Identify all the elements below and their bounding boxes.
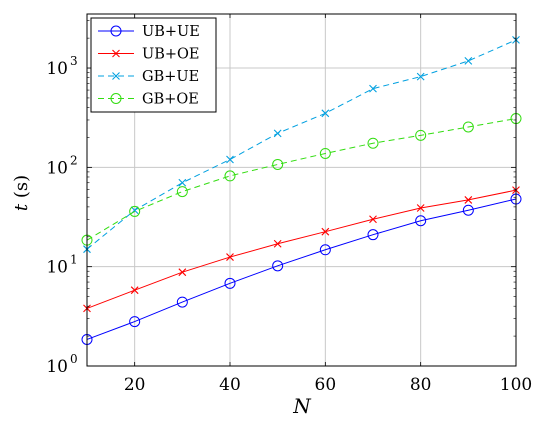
data-point bbox=[224, 170, 236, 182]
y-tick-exponent: 0 bbox=[70, 352, 78, 366]
x-tick-label: 40 bbox=[219, 375, 241, 395]
legend-label: GB+OE bbox=[142, 92, 199, 108]
y-tick-label: 10 bbox=[46, 357, 68, 377]
legend-marker bbox=[112, 49, 120, 58]
x-tick-label: 100 bbox=[500, 375, 532, 395]
data-point bbox=[272, 260, 284, 272]
data-point bbox=[416, 204, 425, 212]
legend: UB+UE UB+OE GB+UE GB+OE bbox=[90, 17, 217, 113]
y-tick-label: 10 bbox=[46, 59, 68, 79]
legend-marker bbox=[112, 72, 120, 80]
data-point bbox=[462, 121, 474, 133]
data-point bbox=[129, 205, 141, 217]
legend-label: UB+OE bbox=[142, 47, 200, 63]
y-tick-exponent: 1 bbox=[70, 253, 78, 267]
x-tick-label: 80 bbox=[410, 375, 432, 395]
data-point bbox=[273, 129, 282, 138]
data-point bbox=[130, 286, 139, 295]
y-tick-exponent: 2 bbox=[70, 153, 78, 167]
data-point bbox=[369, 84, 377, 93]
series-gb-oe bbox=[81, 113, 522, 246]
data-point bbox=[367, 137, 379, 149]
data-point bbox=[321, 227, 330, 236]
data-point bbox=[367, 229, 379, 241]
data-point bbox=[464, 196, 473, 204]
data-point bbox=[464, 57, 473, 65]
series-line bbox=[86, 198, 517, 340]
data-point bbox=[224, 277, 236, 289]
legend-item: GB+UE bbox=[98, 69, 199, 85]
y-tick-label: 10 bbox=[46, 258, 68, 278]
legend-marker bbox=[110, 93, 122, 104]
series-line bbox=[86, 118, 517, 241]
plot-frame bbox=[86, 13, 517, 367]
data-point bbox=[319, 244, 331, 256]
legend-label: GB+UE bbox=[142, 69, 199, 85]
legend-label: UB+UE bbox=[142, 24, 200, 40]
x-tick-label: 60 bbox=[315, 375, 337, 395]
x-tick-label: 20 bbox=[124, 375, 146, 395]
data-point bbox=[226, 253, 234, 261]
data-point bbox=[415, 215, 427, 227]
data-point bbox=[415, 129, 427, 141]
data-point bbox=[226, 155, 234, 164]
legend-marker bbox=[110, 25, 122, 37]
y-tick-label: 10 bbox=[46, 158, 68, 178]
data-point bbox=[129, 316, 141, 328]
series-line bbox=[86, 189, 517, 309]
series-ub-ue bbox=[81, 193, 522, 345]
data-point bbox=[462, 204, 474, 216]
data-point bbox=[176, 296, 188, 308]
data-point bbox=[369, 215, 377, 224]
y-tick-exponent: 3 bbox=[70, 54, 78, 68]
series-ub-oe bbox=[83, 186, 520, 313]
legend-item: GB+OE bbox=[98, 92, 199, 108]
legend-item: UB+OE bbox=[98, 47, 200, 63]
data-point bbox=[178, 178, 187, 187]
data-point bbox=[416, 72, 425, 81]
y-axis-label: t (s) bbox=[11, 175, 32, 211]
data-point bbox=[272, 158, 284, 170]
series-line bbox=[86, 39, 517, 250]
legend-item: UB+UE bbox=[98, 24, 200, 40]
data-point bbox=[178, 268, 187, 277]
data-point bbox=[319, 147, 331, 159]
data-point bbox=[321, 109, 330, 118]
data-point bbox=[176, 186, 188, 198]
x-axis-label: N bbox=[292, 394, 312, 418]
data-point bbox=[273, 239, 282, 248]
